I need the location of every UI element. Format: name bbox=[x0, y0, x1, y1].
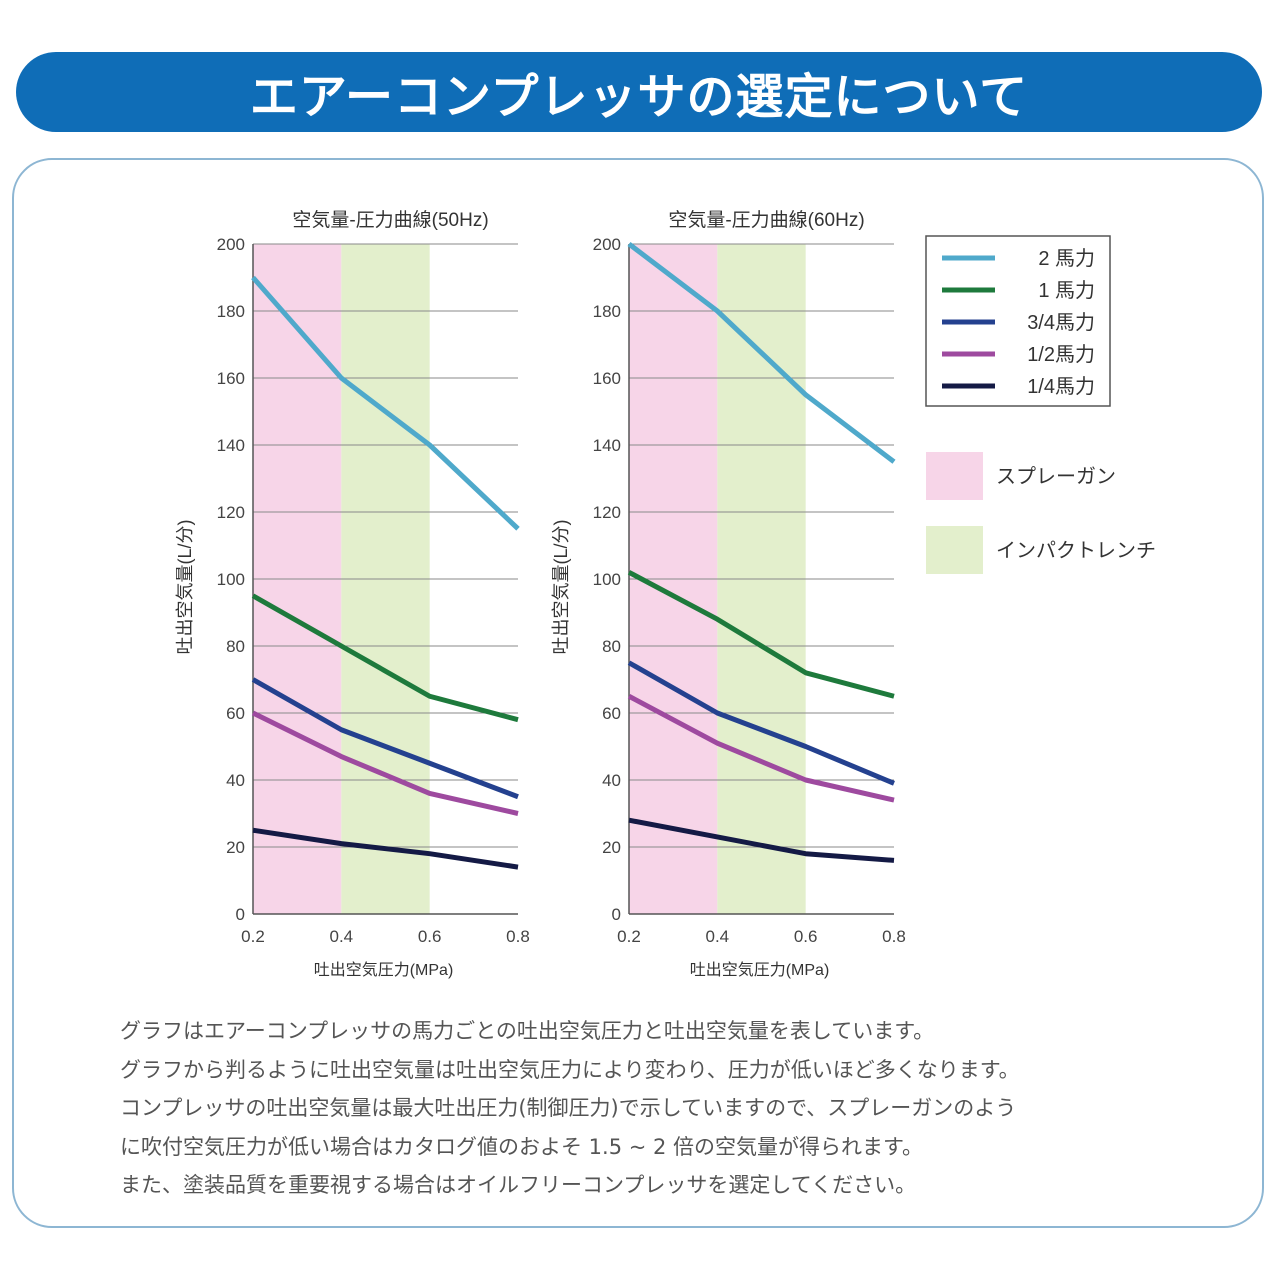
title-banner: エアーコンプレッサの選定について bbox=[16, 52, 1262, 132]
series-line bbox=[627, 660, 895, 786]
chart-title: 空気量-圧力曲線(60Hz) bbox=[668, 209, 864, 231]
explanation-text: グラフはエアーコンプレッサの馬力ごとの吐出空気圧力と吐出空気量を表しています。 … bbox=[120, 1012, 1180, 1205]
series-line bbox=[627, 242, 896, 464]
y-tick-label: 60 bbox=[226, 704, 245, 723]
y-tick-label: 20 bbox=[602, 838, 621, 857]
y-tick-label: 0 bbox=[612, 905, 621, 924]
series-line bbox=[627, 694, 895, 803]
y-tick-label: 120 bbox=[593, 503, 621, 522]
chart-1: 0 20 40 60 80 100 120 140 160 180 200 0.2 0.4 0.6 0.8 空… bbox=[175, 209, 530, 979]
y-axis-label: 吐出空気量(L/分) bbox=[551, 520, 571, 655]
y-tick-label: 40 bbox=[226, 771, 245, 790]
note-line: に吹付空気圧力が低い場合はカタログ値のおよそ 1.5 ~ 2 倍の空気量が得られ… bbox=[120, 1134, 923, 1159]
note-line: グラフはエアーコンプレッサの馬力ごとの吐出空気圧力と吐出空気量を表しています。 bbox=[120, 1019, 935, 1043]
series-line bbox=[627, 570, 895, 699]
y-axis-label: 吐出空気量(L/分) bbox=[175, 520, 195, 655]
legend-label: 3/4馬力 bbox=[1027, 311, 1095, 334]
legend-band-label: インパクトレンチ bbox=[996, 539, 1156, 562]
x-axis-label: 吐出空気圧力(MPa) bbox=[314, 961, 454, 979]
note-line: コンプレッサの吐出空気量は最大吐出圧力(制御圧力)で示していますので、スプレーガ… bbox=[120, 1096, 1017, 1120]
y-tick-label: 200 bbox=[217, 235, 245, 254]
y-tick-label: 140 bbox=[217, 436, 245, 455]
y-tick-label: 160 bbox=[217, 369, 245, 388]
series-line bbox=[251, 593, 519, 723]
x-tick-label: 0.4 bbox=[330, 927, 354, 946]
legend-band-swatch bbox=[926, 526, 983, 574]
chart-title: 空気量-圧力曲線(50Hz) bbox=[292, 209, 488, 231]
x-tick-label: 0.8 bbox=[506, 927, 530, 946]
y-tick-label: 180 bbox=[593, 302, 621, 321]
note-line: グラフから判るように吐出空気量は吐出空気圧力により変わり、圧力が低いほど多くなり… bbox=[120, 1057, 1020, 1082]
series-line bbox=[251, 710, 519, 816]
legend-label: 1/4馬力 bbox=[1027, 375, 1095, 398]
y-tick-label: 40 bbox=[602, 771, 621, 790]
legend-label: 1/2馬力 bbox=[1027, 343, 1095, 366]
legend-label: 1 馬力 bbox=[1038, 279, 1095, 302]
series-line bbox=[251, 275, 520, 531]
y-tick-label: 180 bbox=[217, 302, 245, 321]
y-tick-label: 20 bbox=[226, 838, 245, 857]
note-line: また、塗装品質を重要視する場合はオイルフリーコンプレッサを選定してください。 bbox=[120, 1173, 917, 1197]
y-tick-label: 120 bbox=[217, 503, 245, 522]
x-tick-label: 0.6 bbox=[794, 927, 818, 946]
y-tick-label: 0 bbox=[236, 905, 245, 924]
y-tick-label: 60 bbox=[602, 704, 621, 723]
y-tick-label: 80 bbox=[602, 637, 621, 656]
y-tick-label: 140 bbox=[593, 436, 621, 455]
x-tick-label: 0.4 bbox=[706, 927, 730, 946]
x-tick-label: 0.6 bbox=[418, 927, 442, 946]
series-line bbox=[251, 677, 519, 800]
y-tick-label: 100 bbox=[593, 570, 621, 589]
legend-band-label: スプレーガン bbox=[996, 465, 1116, 488]
y-tick-label: 100 bbox=[217, 570, 245, 589]
y-tick-label: 160 bbox=[593, 369, 621, 388]
chart-2: 0 20 40 60 80 100 120 140 160 180 200 0.2 0.4 0.6 0.8 空… bbox=[551, 209, 906, 979]
x-axis-label: 吐出空気圧力(MPa) bbox=[690, 961, 830, 979]
series-line bbox=[628, 817, 895, 863]
page-title: エアーコンプレッサの選定について bbox=[249, 69, 1029, 125]
y-tick-label: 200 bbox=[593, 235, 621, 254]
series-line bbox=[252, 827, 519, 870]
x-tick-label: 0.2 bbox=[617, 927, 641, 946]
x-tick-label: 0.8 bbox=[882, 927, 906, 946]
legend-band-swatch bbox=[926, 452, 983, 500]
x-tick-label: 0.2 bbox=[241, 927, 265, 946]
y-tick-label: 80 bbox=[226, 637, 245, 656]
legend-label: 2 馬力 bbox=[1038, 247, 1095, 270]
